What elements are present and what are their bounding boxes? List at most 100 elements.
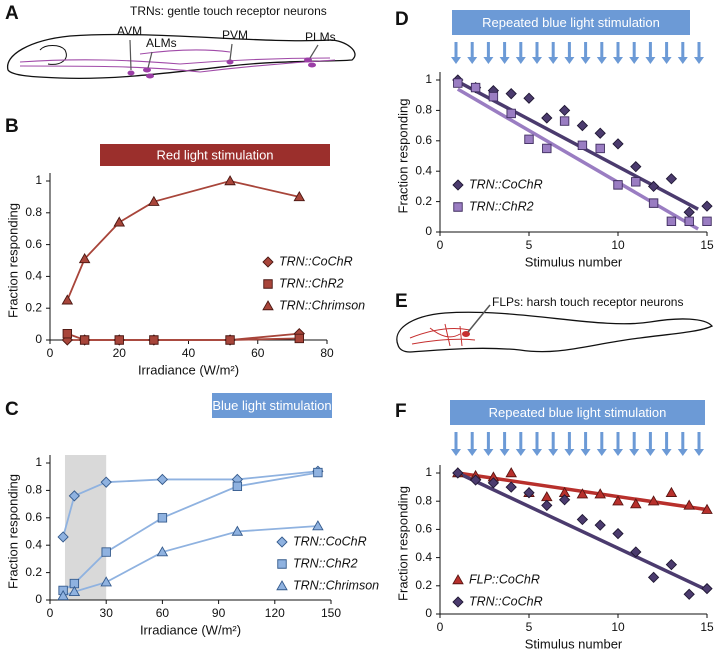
data-point xyxy=(101,547,111,557)
stimulus-arrow xyxy=(548,432,559,456)
x-tick-label: 20 xyxy=(113,346,127,360)
data-point xyxy=(57,589,69,601)
series-line xyxy=(62,470,318,538)
data-point xyxy=(100,476,112,488)
data-point xyxy=(505,467,517,478)
legend-label: FLP::CoChR xyxy=(469,572,540,586)
legend-marker xyxy=(276,536,288,548)
stimulus-arrow xyxy=(548,42,559,64)
data-point xyxy=(630,546,642,558)
data-point xyxy=(225,335,235,345)
y-tick-label: 1 xyxy=(425,465,432,479)
stimulus-arrow xyxy=(564,432,575,456)
y-tick-label: 0.4 xyxy=(25,269,42,283)
y-tick-label: 0.6 xyxy=(415,522,432,536)
y-tick-label: 0.6 xyxy=(25,510,42,524)
y-tick-label: 0.4 xyxy=(415,550,432,564)
data-point xyxy=(577,140,588,151)
x-tick-label: 15 xyxy=(700,238,714,252)
data-point xyxy=(78,253,91,264)
data-point xyxy=(62,328,73,339)
x-tick-label: 15 xyxy=(700,620,714,634)
stimulus-arrow xyxy=(677,42,688,64)
data-point xyxy=(594,127,606,139)
y-tick-label: 0.8 xyxy=(415,493,432,507)
y-axis-label: Fraction responding xyxy=(395,486,410,601)
data-point xyxy=(114,335,124,345)
y-tick-label: 0.8 xyxy=(25,205,42,219)
x-tick-label: 0 xyxy=(47,606,54,620)
x-tick-label: 0 xyxy=(437,238,444,252)
x-tick-label: 40 xyxy=(182,346,196,360)
stimulus-arrow xyxy=(515,42,526,64)
legend-label: TRN::ChR2 xyxy=(469,199,534,213)
fit-line xyxy=(457,471,708,592)
legend-marker xyxy=(262,256,274,268)
data-point xyxy=(61,294,74,305)
data-point xyxy=(156,546,169,557)
data-point xyxy=(57,531,69,543)
data-point xyxy=(558,104,571,117)
data-point xyxy=(470,82,481,93)
data-point xyxy=(576,488,589,499)
stimulus-arrow xyxy=(532,432,542,456)
data-point xyxy=(469,474,482,486)
panel-letter: B xyxy=(5,116,19,137)
data-point xyxy=(232,481,243,491)
stimulus-arrow xyxy=(483,42,494,64)
worm-a xyxy=(7,33,356,80)
x-axis-label: Stimulus number xyxy=(525,254,623,269)
data-point xyxy=(701,582,713,595)
title-box xyxy=(212,393,332,418)
stimulus-arrow xyxy=(613,42,623,64)
data-point xyxy=(100,576,112,587)
data-point xyxy=(647,180,660,193)
y-tick-label: 1 xyxy=(425,72,432,86)
data-point xyxy=(630,161,642,173)
data-point xyxy=(68,585,81,596)
x-tick-label: 30 xyxy=(100,606,114,620)
data-point xyxy=(148,195,160,206)
y-tick-label: 0.2 xyxy=(415,194,432,208)
y-axis-label: Fraction responding xyxy=(5,203,20,318)
data-point xyxy=(542,143,552,154)
data-point xyxy=(505,481,517,493)
x-axis-label: Stimulus number xyxy=(525,636,623,651)
y-axis-label: Fraction responding xyxy=(5,474,20,589)
series-line xyxy=(66,180,300,301)
x-tick-label: 80 xyxy=(320,346,334,360)
legend-marker xyxy=(453,202,463,212)
title-box xyxy=(100,144,330,166)
stimulus-arrow xyxy=(451,42,461,64)
x-axis-label: Irradiance (W/m²) xyxy=(140,622,241,637)
data-point xyxy=(702,216,712,227)
data-point xyxy=(683,588,695,600)
chart-title: Red light stimulation xyxy=(156,147,273,162)
diagram-title: FLPs: harsh touch receptor neurons xyxy=(492,295,683,309)
data-point xyxy=(541,112,553,124)
data-point xyxy=(613,180,623,190)
stimulus-arrow xyxy=(499,432,510,456)
x-tick-label: 60 xyxy=(251,346,265,360)
data-point xyxy=(576,119,589,132)
stimulus-arrow xyxy=(499,42,510,64)
data-point xyxy=(312,520,324,531)
data-point xyxy=(647,495,660,506)
y-tick-label: 0.6 xyxy=(25,237,42,251)
y-tick-label: 0.2 xyxy=(25,565,42,579)
panel-letter: E xyxy=(395,291,408,312)
data-point xyxy=(665,559,678,571)
data-point xyxy=(648,198,659,208)
data-point xyxy=(524,134,534,144)
stimulus-arrow xyxy=(515,432,526,456)
data-point xyxy=(231,525,244,536)
panel-letter: C xyxy=(5,399,19,420)
stimulus-arrow xyxy=(661,42,672,64)
x-tick-label: 150 xyxy=(321,606,341,620)
shaded-region xyxy=(64,455,107,600)
x-tick-label: 0 xyxy=(47,346,54,360)
data-point xyxy=(559,116,570,126)
diagram-title: TRNs: gentle touch receptor neurons xyxy=(130,4,327,18)
y-tick-label: 0.2 xyxy=(415,578,432,592)
